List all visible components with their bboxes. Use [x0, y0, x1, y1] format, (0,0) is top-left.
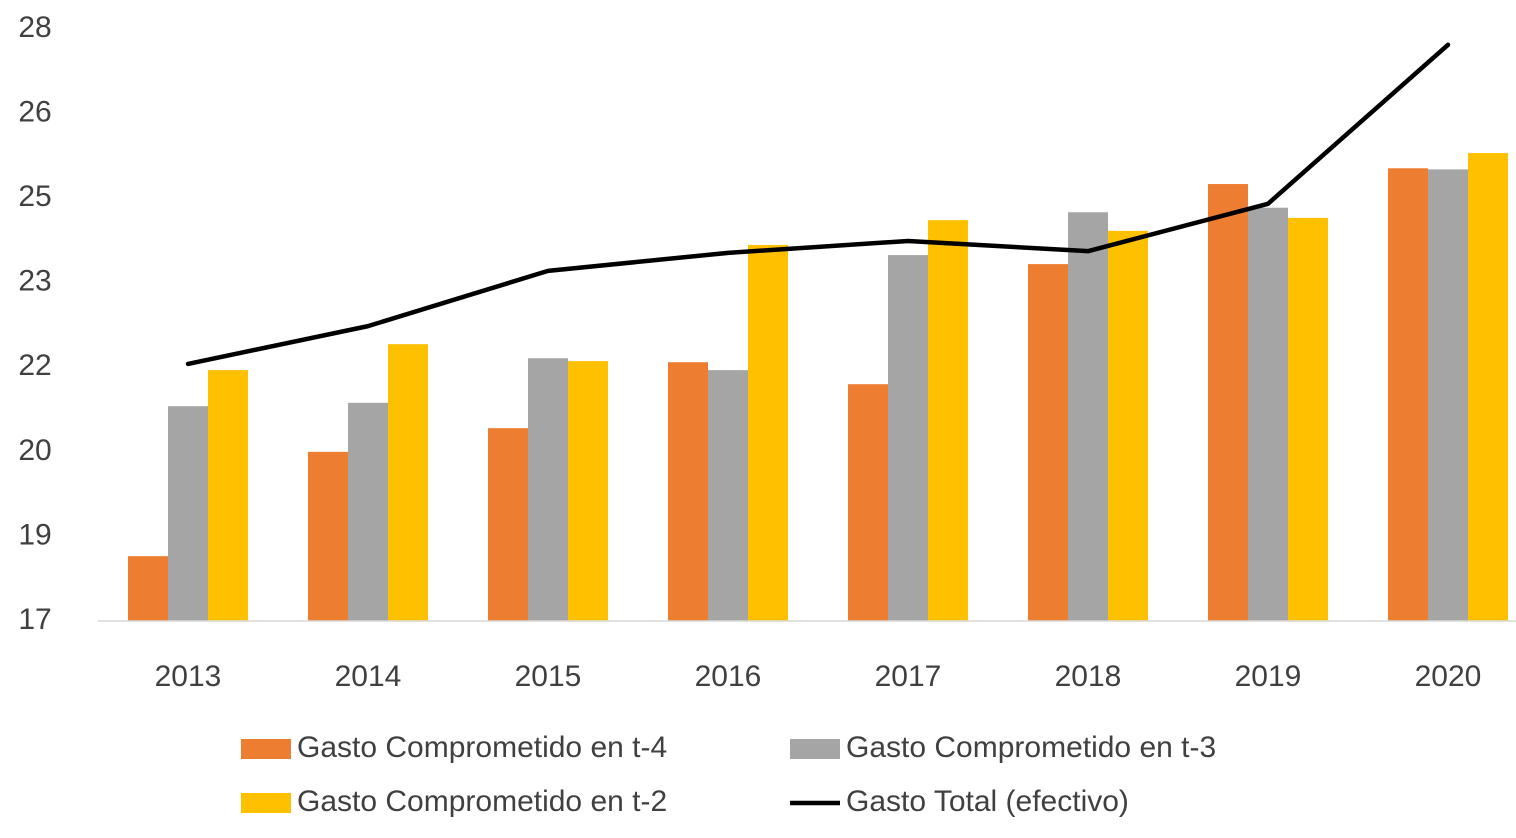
bar [668, 362, 708, 621]
y-tick-label: 19 [18, 518, 51, 551]
bar [128, 556, 168, 621]
bar [1248, 207, 1288, 622]
legend-swatch [790, 739, 840, 759]
y-tick-label: 22 [18, 349, 51, 382]
legend-label: Gasto Comprometido en t-4 [297, 731, 667, 764]
y-tick-label: 25 [18, 180, 51, 213]
bar [568, 361, 608, 621]
y-tick-label: 26 [18, 95, 51, 128]
bar [848, 384, 888, 621]
y-tick-label: 23 [18, 265, 51, 298]
bar [1428, 169, 1468, 622]
y-tick-label: 17 [18, 603, 51, 636]
line [185, 42, 1451, 367]
legend-label: Gasto Comprometido en t-2 [297, 785, 667, 818]
x-tick-label: 2014 [335, 660, 402, 693]
bar [348, 402, 388, 621]
bar [1468, 153, 1508, 622]
bar [1388, 168, 1428, 621]
bar [888, 255, 928, 621]
y-tick-label: 28 [18, 11, 51, 44]
y-tick-label: 20 [18, 434, 51, 467]
x-tick-label: 2015 [515, 660, 582, 693]
legend-swatch [241, 739, 291, 759]
legend-label: Gasto Total (efectivo) [846, 785, 1129, 818]
x-tick-label: 2018 [1055, 660, 1122, 693]
bar [1108, 230, 1148, 621]
bar [1288, 217, 1328, 621]
bar [1208, 184, 1248, 622]
x-tick-label: 2017 [875, 660, 942, 693]
x-tick-label: 2016 [695, 660, 762, 693]
bar [208, 370, 248, 621]
legend-label: Gasto Comprometido en t-3 [846, 731, 1216, 764]
bar [388, 344, 428, 621]
bar [748, 244, 788, 622]
bar [1068, 212, 1108, 621]
bar [708, 370, 748, 621]
bar [1028, 264, 1068, 621]
legend-swatch [241, 793, 291, 813]
x-tick-label: 2019 [1235, 660, 1302, 693]
bar [528, 358, 568, 621]
bar [928, 220, 968, 622]
bar [488, 428, 528, 621]
x-tick-label: 2020 [1415, 660, 1482, 693]
x-tick-label: 2013 [155, 660, 222, 693]
bar [168, 406, 208, 621]
bar [308, 451, 348, 621]
